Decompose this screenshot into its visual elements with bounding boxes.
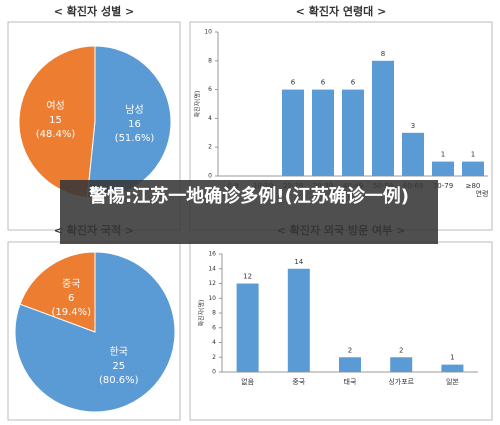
- y-tick-label: 0: [208, 173, 212, 180]
- chart-title: < 확진자 연령대 >: [296, 4, 387, 18]
- slice-label: 여성: [46, 100, 64, 112]
- value-label: 6: [351, 79, 356, 87]
- slice-label: (51.6%): [115, 133, 155, 144]
- slice-label: 25: [112, 361, 125, 372]
- value-label: 1: [471, 151, 475, 159]
- y-tick-label: 8: [208, 57, 212, 64]
- bar: [390, 357, 413, 372]
- slice-label: 중국: [62, 278, 80, 290]
- x-tick-label: 70-79: [433, 182, 453, 190]
- slice-label: 15: [49, 115, 62, 126]
- y-tick-label: 4: [212, 339, 216, 346]
- value-label: 2: [348, 346, 352, 354]
- bar: [287, 268, 310, 372]
- bar: [402, 132, 424, 176]
- y-tick-label: 10: [204, 29, 212, 36]
- pie-slice: [14, 251, 176, 413]
- value-label: 8: [381, 50, 385, 58]
- bar: [441, 364, 464, 372]
- x-tick-label: 없음: [241, 378, 254, 386]
- x-tick-label: 중국: [292, 378, 305, 386]
- panel: [189, 241, 493, 421]
- y-tick-label: 10: [208, 295, 216, 302]
- y-tick-label: 2: [212, 354, 216, 361]
- bar: [236, 283, 259, 372]
- bar: [372, 60, 394, 176]
- chart-title: < 확진자 성별 >: [54, 4, 135, 18]
- value-label: 3: [411, 122, 415, 130]
- y-tick-label: 2: [208, 144, 212, 151]
- value-label: 6: [291, 79, 296, 87]
- y-axis-label: 확진자(명): [198, 300, 206, 327]
- x-tick-label: 일본: [446, 377, 459, 386]
- value-label: 6: [321, 79, 326, 87]
- value-label: 2: [399, 346, 403, 354]
- value-label: 14: [294, 258, 303, 266]
- y-tick-label: 6: [208, 86, 212, 93]
- x-tick-label: ≥80: [466, 182, 481, 190]
- y-tick-label: 16: [208, 251, 216, 258]
- value-label: 1: [450, 354, 454, 362]
- slice-label: (48.4%): [36, 129, 76, 140]
- y-tick-label: 0: [212, 369, 216, 376]
- slice-label: 16: [128, 119, 141, 130]
- x-tick-label: 태국: [344, 378, 357, 386]
- bar: [339, 357, 361, 372]
- y-tick-label: 14: [208, 265, 216, 272]
- slice-label: (19.4%): [51, 307, 91, 318]
- pie-slice: [18, 45, 96, 199]
- slice-label: 6: [68, 293, 74, 304]
- y-axis-label: 확진자(명): [194, 91, 202, 118]
- value-label: 1: [441, 151, 445, 159]
- y-tick-label: 12: [208, 280, 216, 287]
- slice-label: (80.6%): [99, 375, 139, 386]
- overlay-caption: 警惕:江苏一地确诊多例!(江苏确诊一例): [60, 180, 438, 244]
- slice-label: 남성: [125, 104, 143, 116]
- x-tick-label: 싱가포르: [388, 377, 414, 386]
- bar: [312, 89, 334, 176]
- slice-label: 한국: [110, 346, 128, 358]
- y-tick-label: 8: [212, 310, 216, 317]
- x-axis-label: 연령: [476, 190, 489, 198]
- value-label: 12: [243, 273, 252, 281]
- pie-slice: [19, 251, 96, 333]
- y-tick-label: 6: [212, 324, 216, 331]
- y-tick-label: 4: [208, 115, 212, 122]
- bar: [342, 89, 364, 176]
- bar: [432, 161, 454, 176]
- bar: [282, 89, 304, 176]
- bar: [462, 161, 484, 176]
